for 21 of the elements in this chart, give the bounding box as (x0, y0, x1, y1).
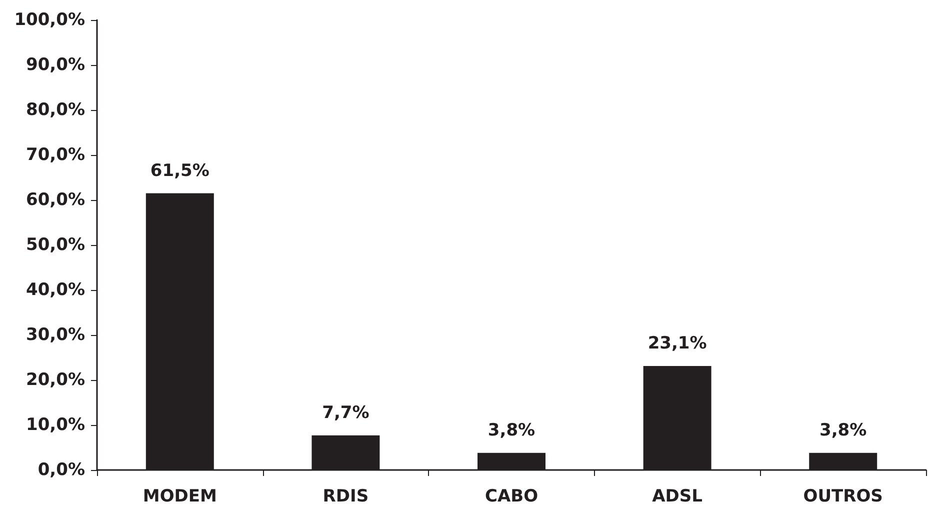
x-tick-label: CABO (484, 486, 538, 506)
y-tick-label: 20,0% (26, 370, 85, 390)
y-tick-label: 0,0% (38, 460, 85, 480)
y-tick-label: 30,0% (26, 325, 85, 345)
data-label: 61,5% (150, 160, 210, 181)
y-tick-label: 50,0% (26, 235, 85, 255)
y-tick-label: 80,0% (26, 100, 85, 120)
y-tick-label: 60,0% (26, 190, 85, 210)
x-tick-label: OUTROS (803, 486, 883, 506)
x-tick-label: MODEM (142, 486, 217, 506)
y-tick-label: 10,0% (26, 415, 85, 435)
y-tick-label: 90,0% (26, 55, 85, 75)
data-label: 7,7% (322, 402, 370, 423)
x-tick-label: ADSL (652, 486, 703, 506)
y-tick-label: 40,0% (26, 280, 85, 300)
data-label: 23,1% (648, 334, 707, 354)
y-tick-label: 70,0% (26, 145, 85, 165)
x-tick-label: RDIS (322, 486, 369, 506)
data-label: 3,8% (488, 420, 536, 440)
y-tick-label: 100,0% (14, 10, 85, 30)
data-label: 3,8% (820, 420, 867, 440)
